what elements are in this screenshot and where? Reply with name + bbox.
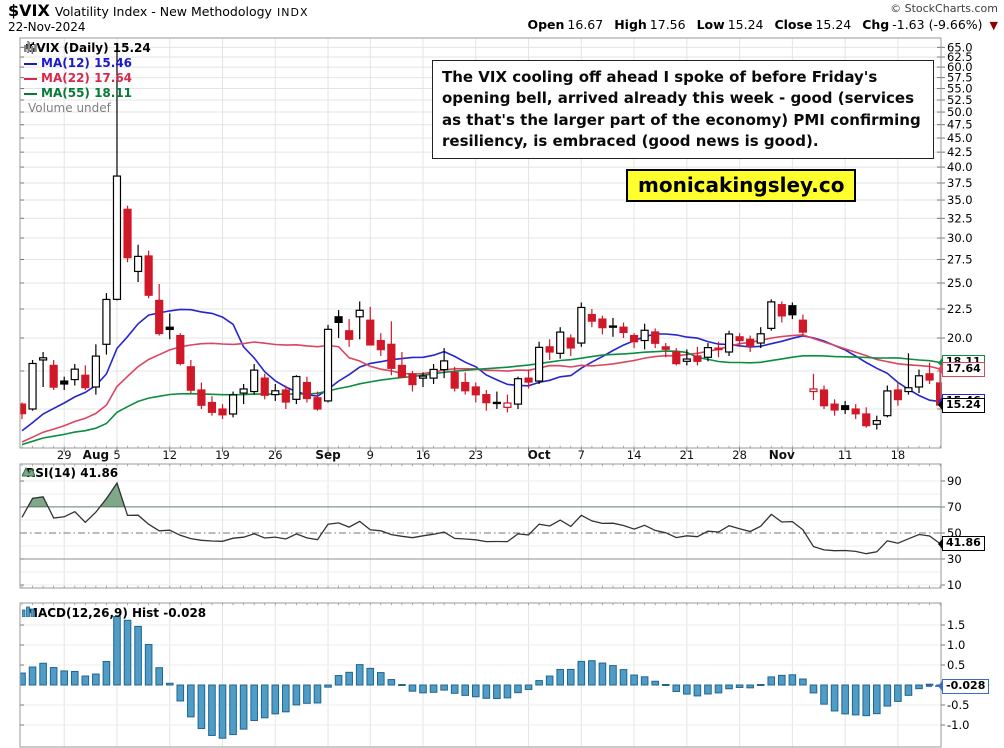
svg-text:28: 28 [732,448,747,462]
svg-text:70: 70 [947,500,962,514]
svg-text:65.0: 65.0 [947,40,973,54]
svg-text:26: 26 [268,448,283,462]
svg-text:0.5: 0.5 [947,658,965,672]
chg-value: -1.63 (-9.66%) [892,17,983,32]
chart-header: $VIX Volatility Index - New Methodology … [8,3,309,20]
symbol-name: Volatility Index - New Methodology [54,4,272,19]
chg-label: Chg [862,17,890,32]
svg-text:90: 90 [947,474,962,488]
low-label: Low [696,17,725,32]
svg-text:1.0: 1.0 [947,638,965,652]
legend-symbol-row: $VIX (Daily) 15.24 [24,41,151,56]
symbol-ticker: $VIX [8,1,50,20]
svg-text:60.0: 60.0 [947,60,973,74]
svg-text:29: 29 [57,448,72,462]
high-label: High [614,17,647,32]
svg-text:5: 5 [113,448,120,462]
svg-text:23: 23 [468,448,483,462]
rsi-panel-label: RSI(14) 41.86 [22,466,118,480]
svg-text:12: 12 [162,448,177,462]
legend-ma55-text: MA(55) 18.11 [41,86,133,100]
open-label: Open [527,17,565,32]
svg-text:30: 30 [947,552,962,566]
svg-text:18: 18 [891,448,906,462]
svg-text:42.5: 42.5 [947,145,973,159]
svg-text:50.0: 50.0 [947,105,973,119]
svg-text:14: 14 [627,448,642,462]
svg-text:37.5: 37.5 [947,176,973,190]
svg-text:20.0: 20.0 [947,331,973,345]
rsi-line [21,481,941,555]
chg-dropdown-icon[interactable]: ▼ [989,19,998,32]
svg-text:Nov: Nov [769,448,795,462]
svg-text:-1.0: -1.0 [947,718,969,732]
rsi-overbought-fill [20,481,942,507]
watermark-box: monicakingsley.co [626,169,857,202]
close-value: 15.24 [815,17,852,32]
tag-close: 15.24 [938,397,985,413]
ma-line-22 [21,334,941,443]
legend-ma55-row: MA(55) 18.11 [24,86,151,101]
ma22-line-icon [24,77,37,80]
svg-text:-0.5: -0.5 [947,698,969,712]
quote-line: Open 16.67 High 17.56 Low 15.24 Close 15.24 … [520,17,998,32]
ma55-line-icon [24,92,37,95]
svg-text:16: 16 [416,448,431,462]
svg-text:25.0: 25.0 [947,276,973,290]
svg-text:9: 9 [367,448,374,462]
open-value: 16.67 [567,17,604,32]
low-value: 15.24 [727,17,764,32]
annotation-box: The VIX cooling off ahead I spoke of bef… [432,60,934,160]
ma-line-12 [21,308,941,432]
legend-ma22-text: MA(22) 17.64 [41,71,133,85]
svg-text:40.0: 40.0 [947,160,973,174]
svg-text:7: 7 [578,448,585,462]
quote-panel: © StockCharts.com Open 16.67 High 17.56 Lo… [520,2,998,32]
svg-text:Aug: Aug [83,448,109,462]
ma12-line-icon [24,62,37,65]
svg-text:30.0: 30.0 [947,231,973,245]
svg-text:47.5: 47.5 [947,118,973,132]
svg-text:21: 21 [680,448,695,462]
svg-text:62.5: 62.5 [947,50,973,64]
macd-panel-label: MACD(12,26,9) Hist -0.028 [22,606,206,620]
main-panel-plot [20,44,942,446]
legend-ma12-text: MA(12) 15.46 [41,56,133,70]
svg-text:32.5: 32.5 [947,211,973,225]
svg-text:1.5: 1.5 [947,618,965,632]
svg-text:10: 10 [947,578,962,592]
svg-text:27.5: 27.5 [947,253,973,267]
symbol-exchange: INDX [277,6,309,19]
legend-ma12-row: MA(12) 15.46 [24,56,151,71]
tag-macd: -0.028 [937,678,990,694]
svg-text:19: 19 [215,448,230,462]
ma-line-55 [21,350,941,446]
legend-symbol-text: $VIX (Daily) 15.24 [28,41,151,55]
svg-text:Oct: Oct [528,448,551,462]
svg-text:52.5: 52.5 [947,93,973,107]
legend-volume-text: Volume undef [28,101,111,115]
close-label: Close [774,17,813,32]
svg-text:55.0: 55.0 [947,82,973,96]
copyright: © StockCharts.com [890,2,998,15]
svg-text:22.5: 22.5 [947,302,973,316]
legend-volume-row: Volume undef [24,42,151,116]
high-value: 17.56 [649,17,686,32]
legend-ma22-row: MA(22) 17.64 [24,71,151,86]
tag-rsi: 41.86 [938,536,985,552]
svg-text:Sep: Sep [315,448,341,462]
chart-date: 22-Nov-2024 [8,20,86,34]
svg-text:35.0: 35.0 [947,193,973,207]
macd-label-text: MACD(12,26,9) Hist -0.028 [26,606,207,620]
chart-legend: $VIX (Daily) 15.24 MA(12) 15.46 MA(22) 1… [24,41,151,116]
svg-text:45.0: 45.0 [947,131,973,145]
rsi-label-text: RSI(14) 41.86 [26,466,119,480]
svg-text:57.5: 57.5 [947,71,973,85]
svg-text:11: 11 [838,448,853,462]
tag-ma22: 17.64 [938,361,985,377]
macd-histogram [20,616,942,739]
